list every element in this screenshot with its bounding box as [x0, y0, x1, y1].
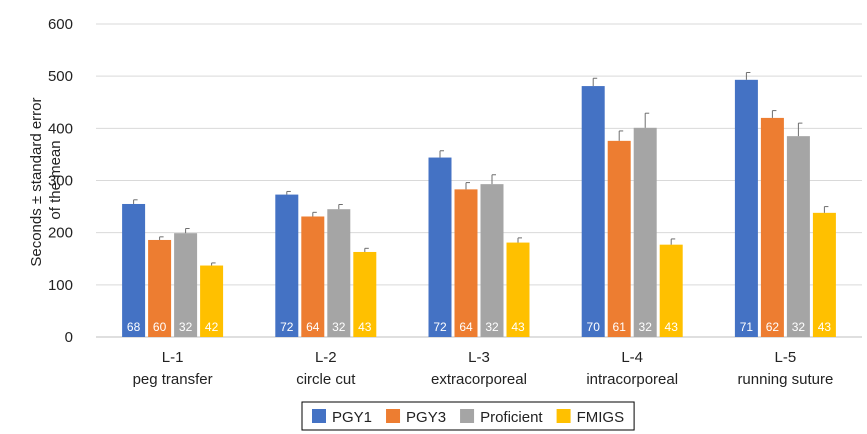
bar-proficient-1	[174, 233, 198, 337]
sample-size-label: 32	[179, 320, 193, 334]
bar-pgy3-5	[760, 117, 784, 338]
bar-pgy1-1	[122, 203, 146, 337]
bar-proficient-3	[480, 184, 504, 337]
bar-pgy1-4	[581, 86, 605, 337]
sample-size-label: 43	[818, 320, 832, 334]
y-tick-label: 600	[48, 16, 73, 33]
sample-size-label: 60	[153, 320, 167, 334]
bar-pgy1-3	[428, 157, 452, 337]
sample-size-label: 32	[332, 320, 346, 334]
x-category-sublabel: peg transfer	[133, 371, 213, 388]
sample-size-label: 64	[306, 320, 320, 334]
y-axis-label-line-1: Seconds ± standard error	[28, 98, 45, 267]
legend-swatch-pgy1	[312, 409, 326, 423]
legend-label-fmigs: FMIGS	[577, 409, 625, 426]
sample-size-label: 42	[205, 320, 219, 334]
legend: PGY1 PGY3 Proficient FMIGS	[301, 401, 635, 431]
x-category-sublabel: extracorporeal	[431, 371, 527, 388]
y-axis-label-line-2: of the mean	[47, 140, 64, 219]
bar-fmigs-1	[200, 265, 224, 337]
x-axis-categories: L-1 peg transfer L-2 circle cut L-3 extracorp…	[133, 349, 834, 388]
x-category-sublabel: circle cut	[296, 371, 356, 388]
bar-fmigs-3	[506, 242, 530, 337]
y-tick-label: 300	[48, 173, 73, 190]
bar-pgy3-1	[148, 239, 172, 337]
y-tick-label: 500	[48, 68, 73, 85]
x-category-label: L-5	[775, 349, 797, 366]
legend-swatch-fmigs	[556, 409, 571, 423]
legend-box	[301, 401, 635, 431]
bar-proficient-5	[786, 136, 810, 337]
legend-label-proficient: Proficient	[480, 409, 543, 426]
bar-proficient-4	[633, 127, 657, 337]
y-tick-label: 100	[48, 277, 73, 294]
x-category-sublabel: intracorporeal	[586, 371, 678, 388]
sample-size-label: 61	[613, 320, 627, 334]
legend-label-pgy1: PGY1	[332, 409, 372, 426]
bar-pgy1-5	[734, 79, 758, 338]
x-category-label: L-3	[468, 349, 490, 366]
y-axis-label: Seconds ± standard error of the mean	[28, 93, 64, 266]
bar-pgy3-2	[301, 216, 325, 337]
sample-size-label: 72	[280, 320, 294, 334]
bars: 68 60 32 42 72 64 32 43 72 64 32 43 70 61 32 43 71 62 32 43	[122, 72, 836, 338]
bar-pgy1-2	[275, 194, 299, 337]
sample-size-label: 32	[792, 320, 806, 334]
bar-fmigs-5	[812, 212, 836, 337]
bar-proficient-2	[327, 209, 351, 337]
bar-pgy3-3	[454, 189, 478, 337]
sample-size-label: 64	[459, 320, 473, 334]
sample-size-label: 43	[511, 320, 525, 334]
sample-size-label: 68	[127, 320, 141, 334]
x-category-label: L-4	[621, 349, 643, 366]
sample-size-label: 70	[587, 320, 601, 334]
y-tick-label: 0	[65, 329, 73, 346]
legend-swatch-proficient	[460, 409, 475, 423]
x-category-label: L-2	[315, 349, 337, 366]
bar-fmigs-4	[659, 244, 683, 337]
sample-size-label: 71	[740, 320, 754, 334]
sample-size-label: 43	[358, 320, 372, 334]
bar-pgy3-4	[607, 140, 631, 337]
sample-size-label: 72	[433, 320, 447, 334]
x-category-sublabel: running suture	[737, 371, 833, 388]
legend-label-pgy3: PGY3	[406, 409, 446, 426]
legend-swatch-pgy3	[386, 409, 401, 423]
sample-size-label: 62	[766, 320, 780, 334]
sample-size-label: 43	[665, 320, 679, 334]
bar-fmigs-2	[353, 251, 377, 337]
sample-size-label: 32	[485, 320, 499, 334]
y-tick-label: 400	[48, 120, 73, 137]
x-category-label: L-1	[162, 349, 184, 366]
sample-size-label: 32	[639, 320, 653, 334]
gridlines	[96, 23, 862, 338]
y-tick-label: 200	[48, 225, 73, 242]
y-axis-ticks: 0 100 200 300 400 500 600	[48, 16, 73, 346]
